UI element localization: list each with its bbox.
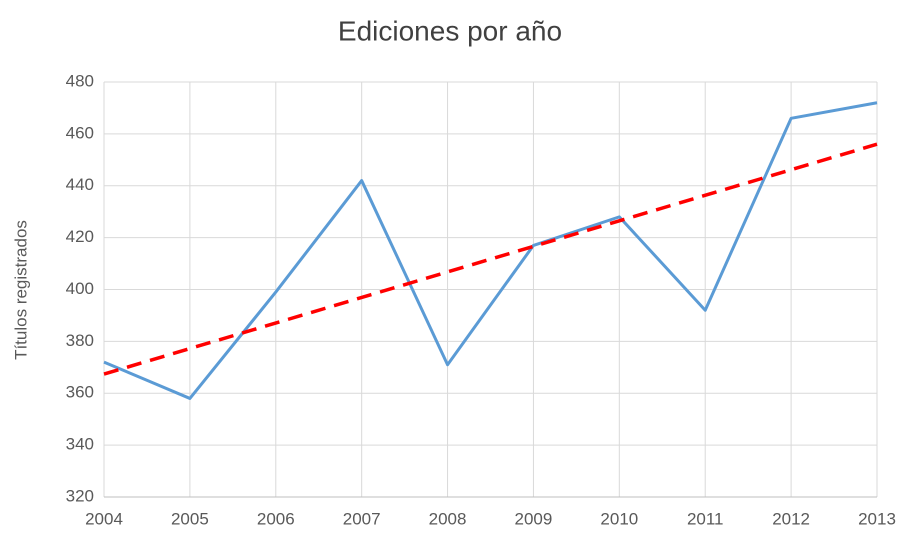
x-tick-label: 2011 [687, 509, 724, 528]
y-axis-label: Títulos registrados [11, 220, 30, 360]
trendline [103, 142, 878, 376]
x-tick-label: 2004 [85, 509, 123, 528]
y-tick-label: 440 [66, 175, 94, 194]
y-tick-label: 380 [66, 331, 94, 350]
y-tick-label: 400 [66, 279, 94, 298]
y-tick-label: 340 [66, 435, 94, 454]
x-tick-label: 2007 [343, 509, 381, 528]
x-tick-label: 2008 [429, 509, 467, 528]
chart-title: Ediciones por año [338, 15, 562, 46]
x-tick-label: 2005 [171, 509, 209, 528]
x-tick-label: 2012 [772, 509, 810, 528]
data-line [103, 101, 878, 400]
y-tick-label: 320 [66, 486, 94, 505]
x-tick-label: 2006 [257, 509, 295, 528]
x-tick-label: 2013 [858, 509, 896, 528]
y-tick-label: 460 [66, 123, 94, 142]
y-tick-label: 360 [66, 383, 94, 402]
y-tick-label: 420 [66, 227, 94, 246]
y-tick-label: 480 [66, 71, 94, 90]
x-tick-label: 2009 [515, 509, 553, 528]
x-tick-label: 2010 [600, 509, 638, 528]
